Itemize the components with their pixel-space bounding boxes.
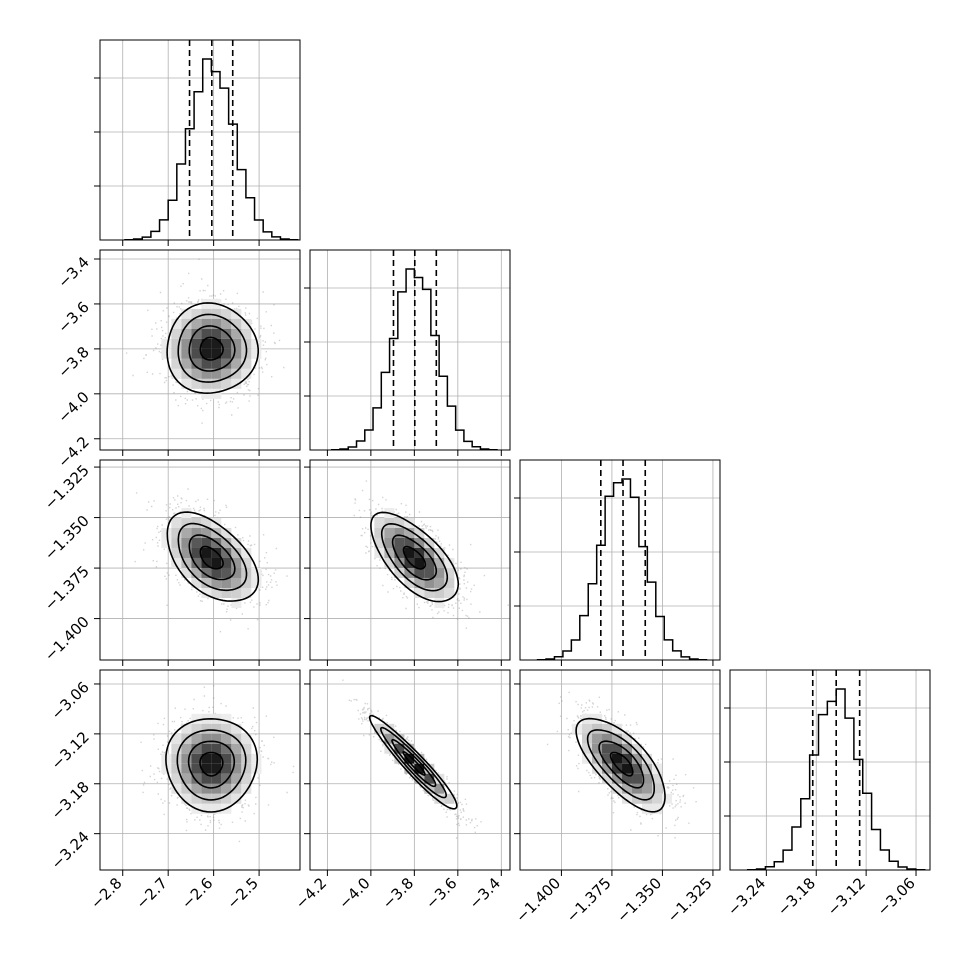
density-panel-3-2 [519,669,721,871]
panel-frame [729,669,931,871]
density-bins [374,507,455,608]
density-panel-3-1 [309,669,511,871]
panel-frame [99,669,301,871]
histogram-panel-0 [99,39,301,241]
panel-frame [519,669,721,871]
x-tick-label: −1.375 [563,874,615,926]
x-tick-label: −1.400 [512,874,564,926]
x-tick-label: −3.4 [466,874,504,912]
axis-ticks: −2.8 −2.7 −2.6 −2.5 −4.2 −4.0 −3.8 −3.6 −3.4 −1.4… [41,77,919,926]
contour-3 [166,511,260,602]
density-panel-2-0 [99,459,301,661]
panel-frame [309,459,511,661]
contour-0 [199,336,224,361]
contour-lines [575,717,666,813]
contour-2 [379,726,448,799]
density-panel-1-0 [99,249,301,451]
contour-1 [391,534,438,581]
x-tick-label: −1.325 [664,874,716,926]
histogram-line [536,478,708,660]
panel-frame [99,39,301,241]
contour-2 [380,522,449,592]
contour-1 [391,738,437,788]
scatter-points [546,691,697,839]
density-bins [161,507,262,608]
contour-3 [165,717,259,813]
contour-0 [199,751,224,777]
y-tick-label: −3.4 [54,253,92,291]
contour-2 [177,522,248,592]
x-tick-label: −3.18 [774,874,819,919]
y-tick-label: −3.6 [54,298,92,336]
x-tick-label: −3.12 [824,874,869,919]
panel-frame [99,249,301,451]
contour-lines [368,714,458,810]
contour-3 [575,717,666,813]
contour-2 [176,729,247,801]
y-tick-label: −1.375 [41,562,93,614]
x-tick-label: −4.2 [292,874,330,912]
x-tick-label: −3.06 [874,874,919,919]
contour-2 [586,729,655,801]
contour-0 [402,545,427,570]
histogram-bins [536,478,708,660]
x-tick-label: −2.7 [133,874,171,912]
contour-0 [609,751,634,777]
contour-lines [166,302,259,395]
x-tick-label: −3.6 [422,874,460,912]
panel-frame [309,249,511,451]
x-tick-label: −2.6 [178,874,216,912]
contour-lines [165,717,259,813]
contour-2 [177,313,248,383]
y-tick-label: −1.350 [41,512,93,564]
density-bins [572,713,673,814]
contour-1 [187,740,236,789]
x-tick-label: −3.8 [379,874,417,912]
panel-frame [99,459,301,661]
scatter-points [125,258,285,424]
histogram-panel-2 [519,459,721,661]
scatter-points [353,480,509,629]
panel-frame [519,459,721,661]
x-tick-label: −2.5 [223,874,261,912]
contour-1 [188,534,236,581]
y-tick-label: −3.24 [48,828,93,873]
contour-0 [199,545,224,570]
x-tick-label: −3.24 [724,874,769,919]
x-tick-label: −4.0 [335,874,373,912]
y-tick-label: −1.400 [41,613,93,665]
x-tick-label: −2.8 [87,874,125,912]
panel-frame [309,669,511,871]
density-panel-3-0 [99,669,301,871]
density-panel-2-1 [309,459,511,661]
y-tick-label: −3.06 [48,678,93,723]
contour-lines [370,511,460,603]
histogram-panel-1 [309,249,511,451]
contour-3 [368,714,458,810]
histogram-panel-3 [729,669,931,871]
y-tick-label: −4.0 [54,388,92,426]
y-tick-label: −3.8 [54,343,92,381]
contour-1 [598,740,645,789]
contour-3 [370,511,460,603]
y-tick-label: −4.2 [54,433,92,471]
x-tick-label: −1.350 [613,874,665,926]
y-tick-label: −3.18 [48,778,93,823]
contour-1 [188,325,236,372]
contour-lines [166,511,260,602]
y-tick-label: −3.12 [48,728,93,773]
contour-0 [402,751,426,776]
contour-3 [166,302,259,395]
